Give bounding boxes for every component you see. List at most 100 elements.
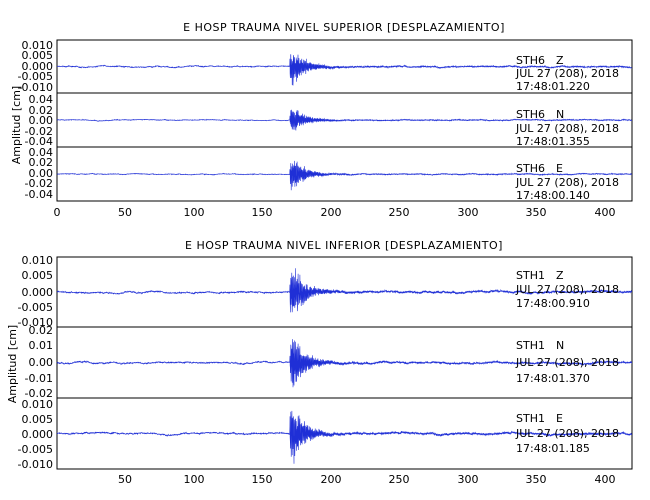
time-label: 17:48:01.355 — [516, 135, 590, 148]
y-tick-label: 0.005 — [22, 413, 54, 426]
x-tick-label: 250 — [389, 206, 410, 219]
waveform-sth6-z — [56, 54, 632, 86]
y-tick-label: 0.000 — [22, 428, 54, 441]
x-tick-label: 0 — [54, 206, 61, 219]
x-tick-label: 200 — [321, 206, 342, 219]
y-tick-label: -0.010 — [18, 458, 53, 471]
trace-annotation: STH1 E JUL 27 (208), 2018 17:48:01.185 — [515, 412, 619, 455]
time-label: 17:48:01.220 — [516, 80, 590, 93]
y-tick-label: -0.04 — [25, 135, 53, 148]
waveform-sth6-e — [56, 160, 632, 191]
x-tick-label: 100 — [184, 206, 205, 219]
y-ticks: 0.02 0.01 0.00 -0.01 -0.02 — [25, 324, 53, 400]
y-ticks: 0.010 0.005 0.000 -0.005 -0.010 — [18, 254, 53, 329]
x-tick-label: 400 — [595, 206, 616, 219]
x-tick-label: 100 — [184, 473, 205, 486]
y-tick-label: 0.02 — [29, 104, 54, 117]
y-tick-label: 0.000 — [22, 286, 54, 299]
waveform-sth6-n — [56, 109, 633, 131]
component-label: Z — [556, 269, 564, 282]
date-label: JUL 27 (208), 2018 — [515, 122, 619, 135]
date-label: JUL 27 (208), 2018 — [515, 176, 619, 189]
y-axis-label-lower: Amplitud [cm] — [6, 325, 19, 403]
time-label: 17:48:01.370 — [516, 372, 590, 385]
y-tick-label: 0.010 — [22, 398, 54, 411]
component-label: Z — [556, 54, 564, 67]
y-tick-label: -0.01 — [25, 372, 53, 385]
x-tick-label: 50 — [118, 206, 132, 219]
y-tick-label: 0.00 — [29, 167, 54, 180]
y-tick-label: 0.01 — [29, 339, 54, 352]
panel-upper-n: 0.04 0.02 0.00 -0.02 -0.04 STH6 N JUL 27… — [25, 92, 633, 148]
y-tick-label: 0.02 — [29, 156, 54, 169]
x-tick-label: 200 — [321, 473, 342, 486]
panel-upper-e: 0.04 0.02 0.00 -0.02 -0.04 STH6 E JUL 27… — [25, 146, 633, 202]
component-label: N — [556, 108, 564, 121]
component-label: E — [556, 412, 563, 425]
y-tick-label: 0.00 — [29, 114, 54, 127]
component-label: N — [556, 339, 564, 352]
trace-annotation: STH1 N JUL 27 (208), 2018 17:48:01.370 — [515, 339, 619, 385]
y-tick-label: -0.010 — [18, 81, 53, 94]
station-label: STH6 — [516, 162, 545, 175]
y-tick-label: 0.000 — [22, 60, 54, 73]
y-ticks: 0.010 0.005 0.000 -0.005 -0.010 — [18, 398, 53, 471]
x-tick-label: 350 — [526, 206, 547, 219]
trace-annotation: STH6 E JUL 27 (208), 2018 17:48:00.140 — [515, 162, 619, 202]
y-tick-label: 0.04 — [29, 93, 54, 106]
date-label: JUL 27 (208), 2018 — [515, 356, 619, 369]
y-tick-label: -0.005 — [18, 301, 53, 314]
y-tick-label: 0.005 — [22, 269, 54, 282]
y-ticks: 0.04 0.02 0.00 -0.02 -0.04 — [25, 146, 53, 201]
y-ticks: 0.010 0.005 0.000 -0.005 -0.010 — [18, 39, 53, 94]
figure-lower: E HOSP TRAUMA NIVEL INFERIOR [DESPLAZAMI… — [6, 239, 633, 486]
y-ticks: 0.04 0.02 0.00 -0.02 -0.04 — [25, 93, 53, 148]
time-label: 17:48:01.185 — [516, 442, 590, 455]
figure-title-lower: E HOSP TRAUMA NIVEL INFERIOR [DESPLAZAMI… — [185, 239, 503, 252]
waveform-sth1-n — [56, 339, 633, 388]
station-label: STH6 — [516, 54, 545, 67]
y-tick-label: 0.00 — [29, 356, 54, 369]
y-tick-label: -0.02 — [25, 125, 53, 138]
panel-upper-z: 0.010 0.005 0.000 -0.005 -0.010 STH6 Z J… — [18, 39, 633, 94]
y-tick-label: -0.04 — [25, 188, 53, 201]
x-tick-label: 400 — [595, 473, 616, 486]
component-label: E — [556, 162, 563, 175]
time-label: 17:48:00.140 — [516, 189, 590, 202]
y-tick-label: -0.005 — [18, 70, 53, 83]
y-tick-label: -0.02 — [25, 387, 53, 400]
y-tick-label: -0.010 — [18, 316, 53, 329]
station-label: STH1 — [516, 339, 545, 352]
date-label: JUL 27 (208), 2018 — [515, 67, 619, 80]
waveform-sth1-z — [56, 268, 633, 313]
x-tick-label: 50 — [118, 473, 132, 486]
x-tick-label: 300 — [458, 473, 479, 486]
x-axis-lower: 50 100 150 200 250 300 350 400 — [118, 473, 616, 486]
x-tick-label: 150 — [252, 473, 273, 486]
date-label: JUL 27 (208), 2018 — [515, 283, 619, 296]
figure-title-upper: E HOSP TRAUMA NIVEL SUPERIOR [DESPLAZAMI… — [183, 21, 505, 34]
date-label: JUL 27 (208), 2018 — [515, 427, 619, 440]
figure-upper: E HOSP TRAUMA NIVEL SUPERIOR [DESPLAZAMI… — [10, 21, 633, 219]
time-label: 17:48:00.910 — [516, 297, 590, 310]
x-tick-label: 150 — [252, 206, 273, 219]
y-tick-label: 0.04 — [29, 146, 54, 159]
y-tick-label: 0.02 — [29, 324, 54, 337]
trace-annotation: STH6 N JUL 27 (208), 2018 17:48:01.355 — [515, 108, 619, 148]
x-tick-label: 300 — [458, 206, 479, 219]
x-tick-label: 350 — [526, 473, 547, 486]
x-tick-label: 250 — [389, 473, 410, 486]
waveform-sth1-e — [56, 410, 633, 464]
panel-lower-z: 0.010 0.005 0.000 -0.005 -0.010 STH1 Z J… — [18, 254, 633, 329]
panel-lower-n: 0.02 0.01 0.00 -0.01 -0.02 STH1 N JUL 27… — [25, 324, 633, 400]
y-tick-label: -0.02 — [25, 177, 53, 190]
station-label: STH1 — [516, 269, 545, 282]
y-axis-label-upper: Amplitud [cm] — [10, 86, 23, 164]
trace-annotation: STH6 Z JUL 27 (208), 2018 17:48:01.220 — [515, 54, 619, 93]
y-tick-label: 0.005 — [22, 49, 54, 62]
panel-lower-e: 0.010 0.005 0.000 -0.005 -0.010 STH1 E J… — [18, 397, 633, 471]
x-axis-upper: 0 50 100 150 200 250 300 350 400 — [54, 206, 616, 219]
y-tick-label: 0.010 — [22, 254, 54, 267]
trace-annotation: STH1 Z JUL 27 (208), 2018 17:48:00.910 — [515, 269, 619, 310]
